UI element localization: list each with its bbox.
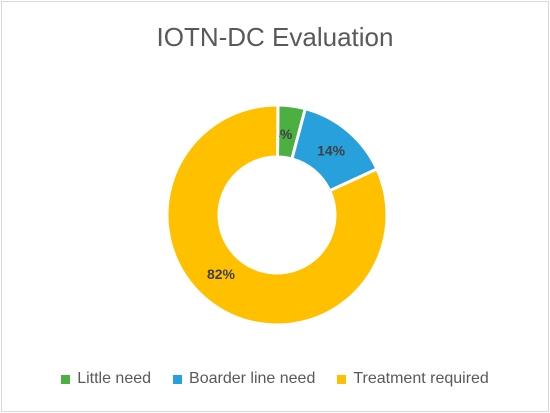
legend-label: Treatment required bbox=[353, 370, 489, 387]
chart-legend: Little need Boarder line need Treatment re… bbox=[2, 370, 548, 388]
legend-label: Little need bbox=[77, 370, 152, 387]
legend-swatch bbox=[61, 374, 71, 384]
slice-label-treatment-required: 82% bbox=[207, 266, 236, 282]
legend-item-treatment-required: Treatment required bbox=[337, 370, 489, 388]
legend-swatch bbox=[173, 374, 183, 384]
donut-slice-treatment-required bbox=[165, 103, 389, 327]
legend-swatch bbox=[337, 374, 347, 384]
chart-title: IOTN-DC Evaluation bbox=[156, 22, 394, 52]
legend-item-little-need: Little need bbox=[61, 370, 151, 388]
legend-label: Boarder line need bbox=[189, 370, 316, 387]
slice-label-boarder-line-need: 14% bbox=[317, 143, 346, 159]
legend-item-boarder-line-need: Boarder line need bbox=[173, 370, 315, 388]
